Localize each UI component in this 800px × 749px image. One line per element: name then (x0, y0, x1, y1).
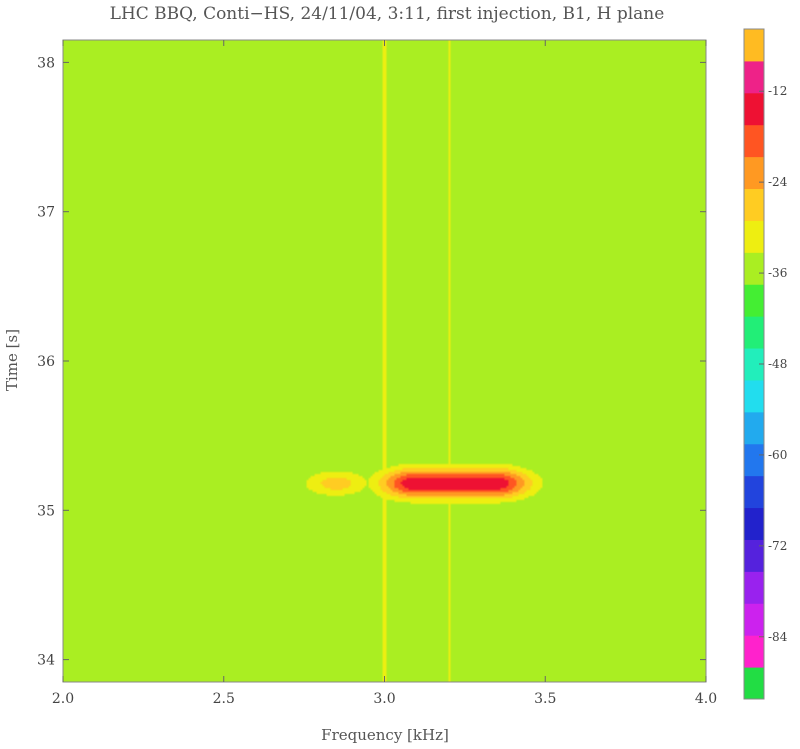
colorbar-segment (744, 635, 764, 668)
x-tick-label: 3.0 (373, 691, 395, 707)
y-tick-label: 34 (37, 653, 55, 669)
colorbar-segment (744, 539, 764, 572)
colorbar (743, 28, 765, 700)
heatmap-image (63, 40, 706, 682)
chart-title: LHC BBQ, Conti−HS, 24/11/04, 3:11, first… (110, 4, 665, 24)
colorbar-ticks: -12 -24 -36 -48 -60 -72 -84 (759, 84, 788, 644)
y-axis-label: Time [s] (3, 329, 21, 391)
colorbar-segment (744, 252, 764, 285)
colorbar-segment (744, 507, 764, 540)
colorbar-segment (744, 316, 764, 349)
colorbar-segment (744, 29, 764, 62)
colorbar-segment (744, 156, 764, 190)
colorbar-tick-label: -60 (768, 448, 787, 462)
x-axis-label: Frequency [kHz] (321, 726, 449, 744)
colorbar-tick-label: -84 (768, 630, 788, 644)
x-axis: 2.0 2.5 3.0 3.5 4.0 (52, 40, 717, 707)
colorbar-tick-label: -48 (768, 357, 787, 371)
colorbar-segment (744, 603, 764, 636)
colorbar-segment (744, 379, 764, 413)
colorbar-segment (744, 284, 764, 317)
x-tick-label: 2.0 (52, 691, 74, 707)
plot-area (62, 39, 707, 683)
y-tick-label: 35 (37, 503, 55, 519)
colorbar-segment (744, 348, 764, 381)
colorbar-segment (744, 411, 764, 445)
colorbar-tick-label: -72 (768, 539, 787, 553)
y-tick-label: 36 (37, 354, 55, 370)
y-axis: 34 35 36 37 38 (37, 55, 706, 669)
colorbar-segment (744, 188, 764, 221)
y-tick-label: 38 (37, 55, 55, 71)
colorbar-segment (744, 220, 764, 253)
colorbar-tick-label: -24 (768, 175, 788, 189)
colorbar-segment (744, 475, 764, 509)
colorbar-segment (744, 443, 764, 477)
x-tick-label: 4.0 (695, 691, 717, 707)
x-tick-label: 3.5 (534, 691, 556, 707)
colorbar-segment (744, 124, 764, 158)
colorbar-tick-label: -12 (768, 84, 787, 98)
x-tick-label: 2.5 (213, 691, 235, 707)
y-tick-label: 37 (37, 205, 55, 221)
colorbar-segment (744, 60, 764, 94)
colorbar-segment (744, 92, 764, 126)
colorbar-segment (744, 667, 764, 700)
colorbar-tick-label: -36 (768, 266, 787, 280)
colorbar-segment (744, 571, 764, 604)
